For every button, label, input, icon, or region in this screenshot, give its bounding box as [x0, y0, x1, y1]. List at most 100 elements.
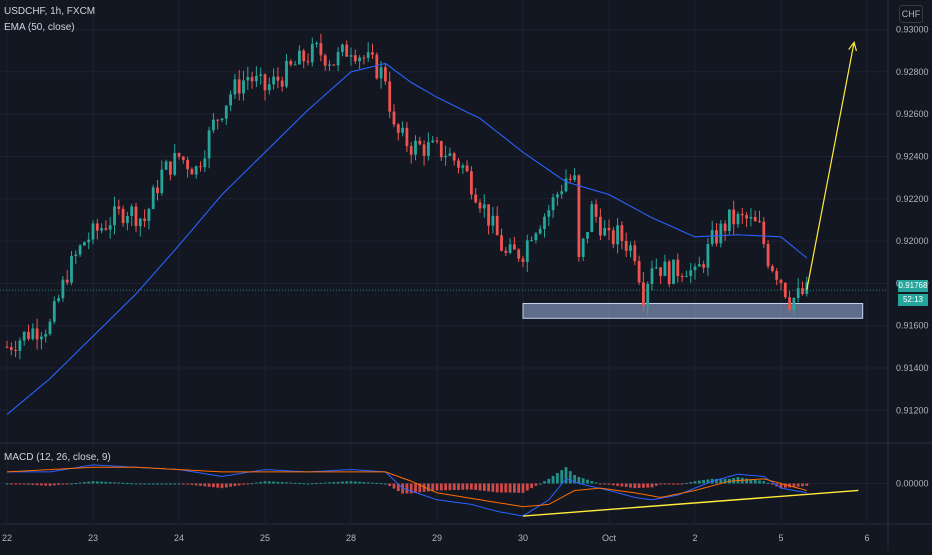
- candle-body: [702, 264, 705, 268]
- macd-histogram-bar: [766, 482, 770, 484]
- candle-body: [104, 228, 108, 230]
- macd-histogram-bar: [224, 483, 228, 488]
- macd-histogram-bar: [801, 483, 804, 487]
- macd-histogram-bar: [508, 483, 512, 493]
- macd-histogram-bar: [495, 483, 499, 493]
- candle-body: [65, 279, 69, 283]
- candle-body: [246, 77, 250, 81]
- candle-body: [788, 297, 791, 310]
- macd-histogram-bar: [491, 483, 495, 492]
- candle-body: [358, 57, 361, 62]
- candle-body: [143, 218, 146, 221]
- macd-histogram-bar: [194, 483, 198, 486]
- macd-histogram-bar: [697, 480, 701, 484]
- candle-body: [513, 244, 516, 250]
- candle-body: [169, 161, 172, 175]
- macd-histogram-bar: [22, 483, 26, 485]
- macd-histogram-bar: [534, 483, 538, 486]
- candle-body: [323, 55, 327, 66]
- macd-histogram-bar: [289, 482, 293, 484]
- candle-body: [568, 178, 572, 180]
- macd-histogram-bar: [672, 483, 675, 485]
- candle-body: [267, 84, 271, 91]
- candle-body: [457, 160, 460, 168]
- macd-histogram-bar: [431, 483, 435, 491]
- candle-body: [332, 64, 336, 66]
- candle-body: [220, 118, 224, 121]
- macd-histogram-bar: [629, 483, 632, 488]
- candle-body: [792, 297, 796, 310]
- macd-histogram-bar: [315, 483, 318, 485]
- candle-body: [345, 44, 349, 57]
- candle-body: [190, 169, 194, 175]
- candle-body: [379, 67, 383, 79]
- candle-body: [723, 223, 727, 232]
- macd-histogram-bar: [181, 483, 185, 485]
- candle-body: [40, 336, 43, 340]
- candle-body: [48, 321, 52, 334]
- macd-histogram-bar: [173, 483, 177, 485]
- macd-histogram-bar: [108, 482, 112, 484]
- candle-body: [401, 127, 404, 133]
- candle-body: [310, 43, 314, 63]
- candle-body: [470, 171, 473, 195]
- macd-histogram-bar: [616, 483, 619, 486]
- macd-histogram-bar: [487, 483, 490, 492]
- macd-histogram-bar: [680, 483, 684, 485]
- time-axis-label: 28: [346, 533, 356, 543]
- candle-body: [599, 216, 602, 236]
- macd-histogram-bar: [323, 482, 327, 484]
- macd-histogram-bar: [418, 483, 422, 493]
- macd-histogram-bar: [293, 482, 297, 484]
- macd-histogram-bar: [83, 482, 86, 484]
- macd-histogram-bar: [143, 483, 146, 485]
- macd-histogram-bar: [749, 479, 753, 484]
- candle-body: [52, 301, 56, 322]
- candle-body: [138, 218, 142, 227]
- candle-body: [108, 225, 112, 230]
- signal-line: [6, 466, 807, 508]
- price-axis-label: 0.92000: [896, 236, 929, 246]
- macd-histogram-bar: [525, 483, 529, 491]
- candle-body: [263, 74, 267, 91]
- candle-body: [633, 245, 637, 262]
- macd-histogram-bar: [280, 482, 284, 484]
- macd-histogram-bar: [482, 483, 486, 491]
- candle-body: [766, 243, 770, 267]
- macd-histogram-bar: [439, 483, 443, 491]
- candle-body: [452, 153, 456, 161]
- candle-body: [594, 204, 598, 217]
- macd-histogram-bar: [40, 483, 43, 486]
- candle-body: [590, 204, 594, 233]
- macd-histogram-bar: [646, 483, 650, 488]
- macd-histogram-bar: [371, 482, 374, 484]
- candle-body: [78, 245, 82, 255]
- macd-histogram-bar: [52, 483, 56, 486]
- macd-histogram-bar: [573, 474, 576, 484]
- macd-histogram-bar: [212, 483, 215, 488]
- macd-histogram-bar: [435, 483, 439, 491]
- macd-histogram-bar: [611, 483, 615, 486]
- candle-body: [164, 161, 168, 170]
- macd-histogram-bar: [220, 483, 224, 489]
- macd-histogram-bar: [375, 482, 379, 484]
- candle-body: [775, 271, 779, 280]
- macd-histogram-bar: [392, 483, 396, 489]
- candle-body: [9, 347, 13, 350]
- currency-button[interactable]: CHF: [899, 5, 923, 23]
- symbol-title: USDCHF, 1h, FXCM: [4, 6, 96, 17]
- macd-histogram-bar: [470, 483, 473, 490]
- candle-body: [611, 230, 615, 245]
- candle-body: [272, 76, 275, 85]
- candle-body: [586, 232, 589, 239]
- candle-body: [491, 215, 495, 226]
- macd-histogram-bar: [753, 479, 757, 484]
- candle-body: [233, 79, 237, 95]
- macd-histogram-bar: [246, 483, 250, 485]
- macd-histogram-bar: [796, 483, 800, 487]
- macd-histogram-bar: [95, 481, 99, 484]
- candle-body: [732, 209, 736, 225]
- macd-histogram-bar: [263, 481, 267, 484]
